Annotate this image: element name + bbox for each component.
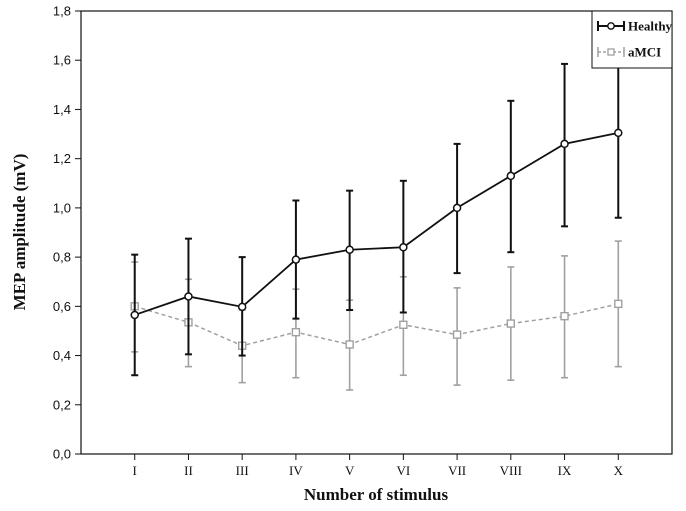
legend: Healthy aMCI	[591, 10, 673, 69]
x-tick-label: IV	[289, 463, 303, 478]
x-axis: I II III IV V VI VII VIII IX X	[133, 454, 624, 478]
y-tick-label: 1,2	[53, 151, 71, 166]
x-tick-label: V	[345, 463, 355, 478]
data-point	[560, 311, 569, 321]
y-tick-label: 0,2	[53, 397, 71, 412]
data-point	[614, 299, 623, 309]
data-point	[452, 330, 462, 339]
legend-label: Healthy	[628, 19, 673, 34]
y-tick-label: 1,0	[53, 200, 71, 215]
y-axis-title: MEP amplitude (mV)	[10, 154, 29, 311]
series-healthy	[130, 48, 623, 377]
y-axis: 0,0 0,2 0,4 0,6 0,8 1,0 1,2 1,4 1,6 1,8	[53, 4, 81, 462]
series-amci	[130, 240, 623, 391]
x-tick-label: VII	[448, 463, 466, 478]
y-tick-label: 1,8	[53, 4, 71, 19]
data-point	[345, 245, 354, 254]
legend-marker	[607, 22, 615, 30]
x-axis-title: Number of stimulus	[304, 485, 449, 504]
x-tick-label: IX	[558, 463, 572, 478]
legend-item: Healthy	[597, 19, 673, 34]
legend-item: aMCI	[597, 45, 661, 60]
y-tick-label: 0,0	[53, 447, 71, 462]
data-point	[452, 203, 462, 213]
x-tick-label: VIII	[500, 463, 522, 478]
data-point	[184, 292, 193, 301]
data-point	[291, 255, 301, 264]
data-point	[130, 310, 139, 320]
data-point	[237, 302, 247, 312]
plot-frame	[80, 10, 673, 455]
y-tick-label: 1,4	[53, 102, 71, 117]
x-tick-label: III	[236, 463, 249, 478]
data-point	[399, 320, 408, 329]
data-point	[345, 340, 354, 349]
y-tick-label: 0,4	[53, 348, 71, 363]
data-point	[506, 319, 516, 328]
x-tick-label: VI	[397, 463, 411, 478]
data-point	[399, 243, 408, 252]
legend-marker	[607, 48, 615, 56]
x-tick-label: II	[184, 463, 193, 478]
y-tick-label: 0,8	[53, 250, 71, 265]
y-tick-label: 0,6	[53, 299, 71, 314]
series-line	[134, 131, 619, 316]
legend-label: aMCI	[628, 45, 661, 60]
data-point	[614, 128, 623, 138]
x-tick-label: I	[133, 463, 137, 478]
plot-area: 0,00,20,40,60,81,01,21,41,61,8 I II III IV V…	[53, 4, 673, 478]
y-tick-label: 1,6	[53, 53, 71, 68]
data-point	[560, 139, 569, 149]
series-layer	[130, 48, 623, 391]
data-point	[506, 171, 516, 181]
x-tick-label: X	[614, 463, 624, 478]
series-line	[134, 303, 619, 347]
data-point	[291, 327, 301, 337]
legend-frame	[591, 10, 673, 69]
